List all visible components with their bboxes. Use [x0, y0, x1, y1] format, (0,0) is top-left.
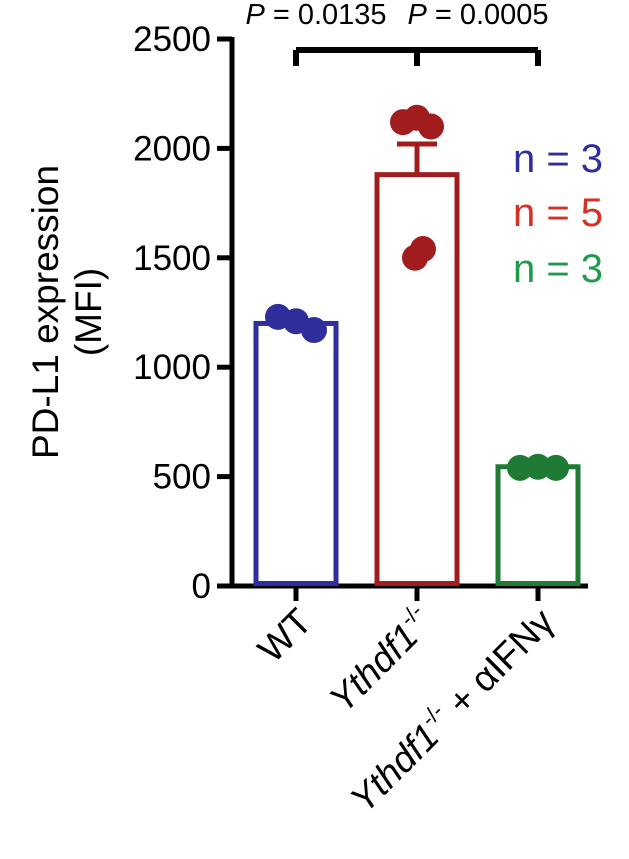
data-points	[265, 104, 569, 481]
data-point	[418, 113, 444, 140]
p-value-label: P = 0.0005	[407, 0, 548, 31]
p-value-number: = 0.0005	[427, 0, 549, 31]
y-tick-label: 0	[192, 567, 211, 606]
p-value-number: = 0.0135	[265, 0, 387, 31]
n-label: n = 3	[513, 137, 603, 181]
y-tick-label: 1500	[133, 239, 211, 278]
p-value-symbol: P	[407, 0, 427, 31]
category-label-main: Ythdf1	[321, 615, 426, 720]
bar	[253, 320, 339, 586]
n-label: n = 5	[513, 191, 603, 235]
category-label-suffix: + αIFNγ	[432, 600, 562, 730]
axes: 0 500 1000 1500 2000 2500	[133, 20, 588, 606]
bar	[495, 464, 581, 586]
bar	[374, 172, 460, 586]
y-tick-label: 2000	[133, 129, 211, 168]
category-label: Ythdf1-/- + αIFNγ	[340, 598, 562, 820]
data-point	[543, 454, 569, 481]
category-label: Ythdf1-/-	[319, 599, 440, 720]
data-point	[301, 317, 327, 344]
data-point	[402, 244, 428, 271]
n-label: n = 3	[513, 247, 603, 291]
p-value-label: P = 0.0135	[245, 0, 386, 31]
y-axis-label-line2: (MFI)	[68, 268, 109, 356]
y-tick-label: 500	[153, 458, 211, 497]
y-tick-label: 2500	[133, 20, 211, 59]
category-label: WT	[250, 601, 320, 671]
y-axis-label: PD-L1 expression	[25, 165, 66, 459]
p-value-symbol: P	[245, 0, 265, 31]
y-tick-label: 1000	[133, 348, 211, 387]
category-label-main: Ythdf1	[342, 716, 447, 821]
